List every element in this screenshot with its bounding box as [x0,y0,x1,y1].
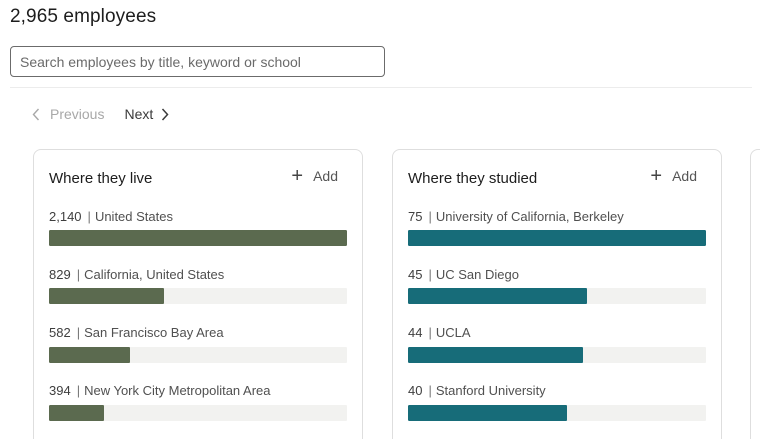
separator: | [428,208,432,224]
previous-button[interactable]: Previous [32,106,104,122]
bar-track [408,404,706,421]
item-label: UCLA [435,325,471,341]
list-item[interactable]: 45 | UC San Diego [408,265,706,323]
list-item[interactable]: 40 | Stanford University [408,382,706,439]
card-title: Where they live [49,170,153,187]
bar-fill [408,346,583,363]
item-label: Stanford University [435,383,546,399]
item-count: 44 [408,325,423,341]
item-count: 45 [408,266,423,282]
separator: | [428,383,432,399]
separator: | [87,208,91,224]
bar-fill [408,288,587,305]
pagination: Previous Next [32,106,169,122]
bar-track [408,346,706,363]
item-count: 394 [49,383,71,399]
list-item[interactable]: 394 | New York City Metropolitan Area [49,382,347,439]
bar-track [49,288,347,305]
separator: | [76,383,81,399]
school-list: 75 | University of California, Berkeley … [408,207,706,439]
add-label: Add [313,168,338,184]
previous-label: Previous [50,106,105,122]
bar-track [408,230,706,246]
where-they-live-card: Where they live + Add 2,140 | United Sta… [33,149,363,439]
next-insight-card-partial [750,149,760,439]
employee-count-title: 2,965 employees [10,6,157,27]
where-they-studied-card: Where they studied + Add 75 | University… [392,149,722,439]
bar-fill [49,230,347,246]
bar-fill [49,346,131,363]
list-item[interactable]: 44 | UCLA [408,324,706,382]
bar-track [49,346,347,363]
bar-fill [49,404,104,421]
bar-track [49,230,347,246]
add-location-button[interactable]: + Add [291,165,338,187]
list-item[interactable]: 2,140 | United States [49,207,347,265]
bar-track [408,288,706,305]
list-item[interactable]: 582 | San Francisco Bay Area [49,324,347,382]
bar-fill [49,288,165,305]
next-label: Next [124,106,154,122]
item-count: 582 [49,325,71,341]
location-list: 2,140 | United States 829 | California, … [49,207,347,439]
card-title: Where they studied [408,170,538,187]
next-button[interactable]: Next [124,106,169,122]
bar-track [49,404,347,421]
chevron-left-icon [32,108,40,121]
item-label: UC San Diego [435,266,519,282]
item-count: 40 [408,383,423,399]
plus-icon: + [650,165,663,187]
separator: | [428,325,432,341]
list-item[interactable]: 75 | University of California, Berkeley [408,207,706,265]
bar-fill [408,230,706,246]
item-count: 829 [49,266,71,282]
add-school-button[interactable]: + Add [650,165,697,187]
item-count: 2,140 [49,208,82,224]
plus-icon: + [291,165,304,187]
search-employees-input[interactable] [10,46,385,77]
bar-fill [408,404,567,421]
separator: | [428,266,432,282]
separator: | [76,266,81,282]
add-label: Add [672,168,697,184]
item-label: California, United States [84,266,225,282]
item-label: University of California, Berkeley [435,208,624,224]
item-label: United States [94,208,173,224]
list-item[interactable]: 829 | California, United States [49,265,347,323]
separator: | [76,325,81,341]
item-label: New York City Metropolitan Area [84,383,271,399]
divider [10,87,752,88]
chevron-right-icon [161,107,169,121]
item-count: 75 [408,208,423,224]
item-label: San Francisco Bay Area [84,325,224,341]
